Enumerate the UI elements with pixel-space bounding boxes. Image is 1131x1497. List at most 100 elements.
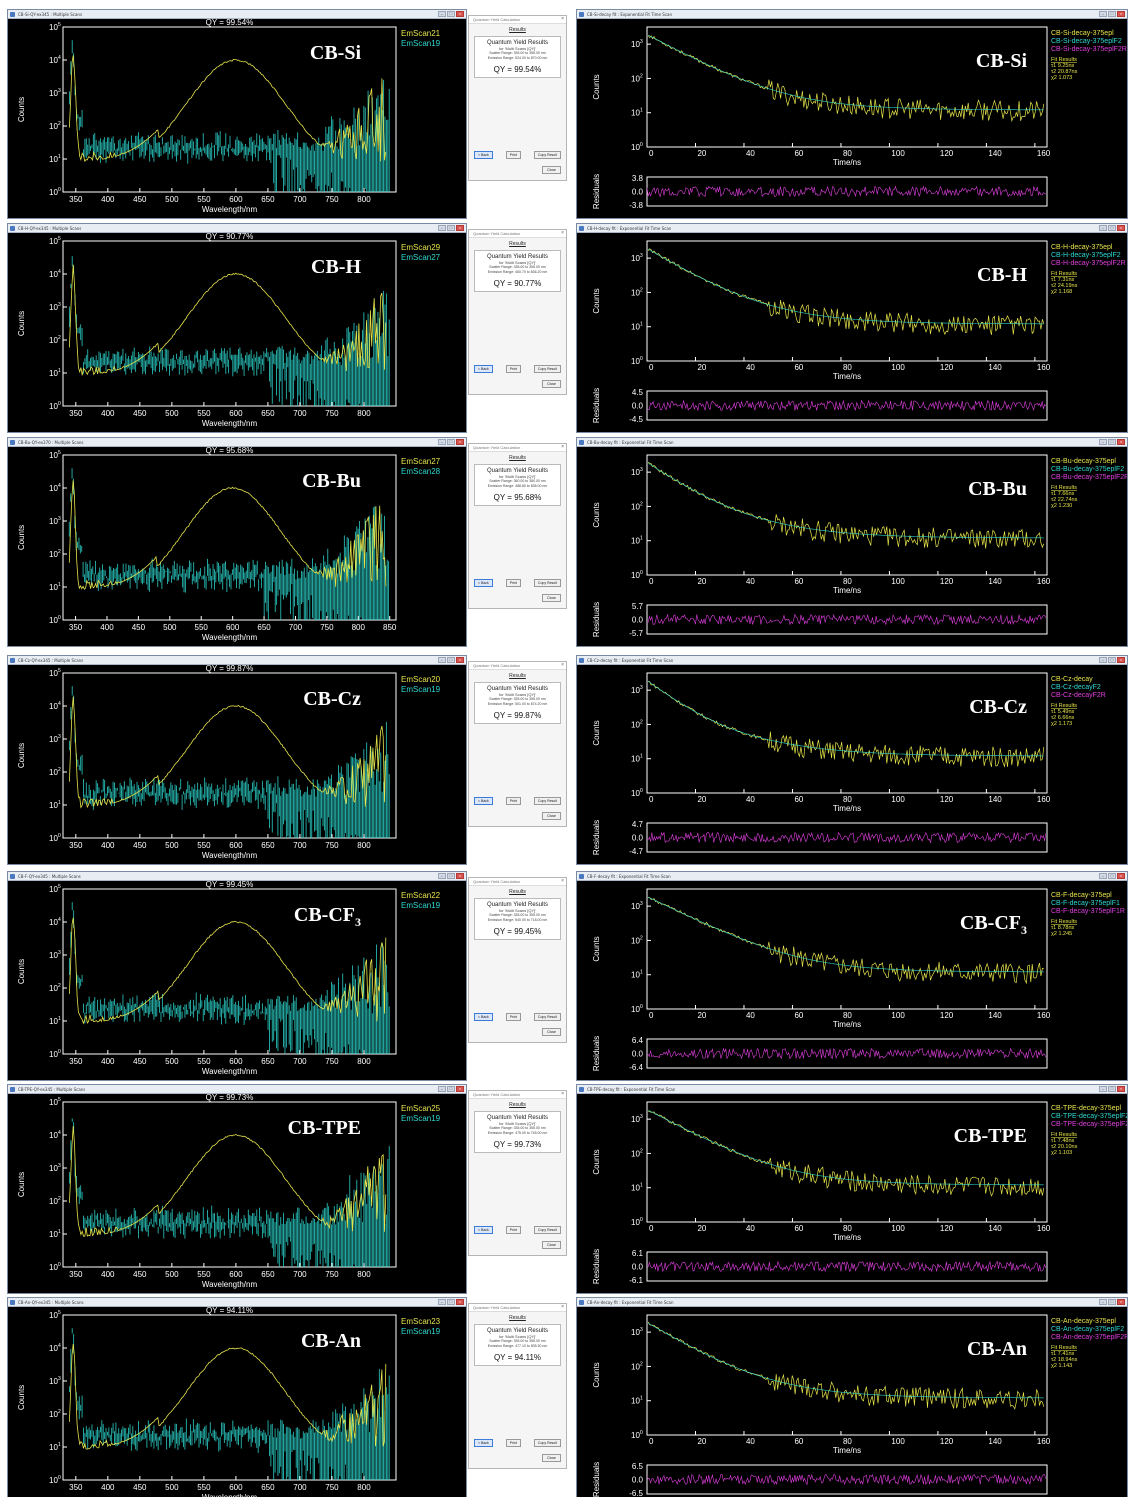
close-window-button[interactable]: × <box>1117 439 1125 445</box>
maximize-button[interactable]: □ <box>1108 657 1116 663</box>
close-window-button[interactable]: × <box>456 1086 464 1092</box>
em-y-tick-label: 10 <box>49 616 58 625</box>
decay-legend-entry: CB-Bu-decay-375eplF2 <box>1051 466 1124 473</box>
print-button[interactable]: Print <box>505 1013 521 1021</box>
em-y-tick-exp: 0 <box>58 401 61 407</box>
maximize-button[interactable]: □ <box>447 873 455 879</box>
window-controls: – □ × <box>438 225 464 231</box>
copy-result-button[interactable]: Copy Result <box>533 1013 561 1021</box>
minimize-button[interactable]: – <box>1099 1086 1107 1092</box>
back-button[interactable]: < Back <box>474 365 493 373</box>
close-window-button[interactable]: × <box>1117 1086 1125 1092</box>
back-button[interactable]: < Back <box>474 1439 493 1447</box>
app-icon <box>579 1300 584 1305</box>
close-window-button[interactable]: × <box>1117 873 1125 879</box>
dialog-close-icon[interactable]: × <box>561 878 564 884</box>
dialog-close-button[interactable]: Close <box>542 594 561 602</box>
minimize-button[interactable]: – <box>438 873 446 879</box>
copy-result-button[interactable]: Copy Result <box>533 151 561 159</box>
maximize-button[interactable]: □ <box>1108 439 1116 445</box>
minimize-button[interactable]: – <box>438 225 446 231</box>
qy-scan-window-titlebar: CB-An-QY-ex345 : Multiple Scans – □ × <box>8 1298 466 1307</box>
minimize-button[interactable]: – <box>438 11 446 17</box>
dialog-close-icon[interactable]: × <box>561 16 564 22</box>
close-window-button[interactable]: × <box>456 11 464 17</box>
dialog-close-button[interactable]: Close <box>542 812 561 820</box>
emission-range-text: Emission Range: 475.00 to 745.00 nm <box>487 1131 548 1135</box>
close-window-button[interactable]: × <box>456 873 464 879</box>
minimize-button[interactable]: – <box>438 439 446 445</box>
close-window-button[interactable]: × <box>1117 1299 1125 1305</box>
close-window-button[interactable]: × <box>1117 657 1125 663</box>
decay-x-tick-label: 20 <box>697 1011 706 1020</box>
minimize-button[interactable]: – <box>1099 439 1107 445</box>
print-button[interactable]: Print <box>505 797 521 805</box>
maximize-button[interactable]: □ <box>447 439 455 445</box>
back-button[interactable]: < Back <box>474 579 493 587</box>
decay-y-tick-exp: 1 <box>640 108 643 114</box>
print-button[interactable]: Print <box>505 1439 521 1447</box>
minimize-button[interactable]: – <box>438 657 446 663</box>
decay-y-tick-exp: 2 <box>640 1361 643 1367</box>
decay-y-axis-label: Counts <box>592 288 601 313</box>
maximize-button[interactable]: □ <box>1108 1299 1116 1305</box>
print-button[interactable]: Print <box>505 151 521 159</box>
dialog-buttons: < Back Print Copy Result <box>474 1013 561 1021</box>
back-button[interactable]: < Back <box>474 797 493 805</box>
dialog-close-button[interactable]: Close <box>542 166 561 174</box>
print-button[interactable]: Print <box>505 579 521 587</box>
em-y-tick-label: 10 <box>49 1050 58 1059</box>
close-window-button[interactable]: × <box>456 657 464 663</box>
dialog-close-icon[interactable]: × <box>561 1304 564 1310</box>
close-window-button[interactable]: × <box>1117 11 1125 17</box>
back-button[interactable]: < Back <box>474 1013 493 1021</box>
maximize-button[interactable]: □ <box>447 1086 455 1092</box>
copy-result-button[interactable]: Copy Result <box>533 365 561 373</box>
fit-result-value: τ2 20.87ns <box>1051 69 1078 75</box>
maximize-button[interactable]: □ <box>447 657 455 663</box>
dialog-close-button[interactable]: Close <box>542 1241 561 1249</box>
dialog-close-button[interactable]: Close <box>542 1028 561 1036</box>
print-button[interactable]: Print <box>505 365 521 373</box>
dialog-close-icon[interactable]: × <box>561 230 564 236</box>
print-button[interactable]: Print <box>505 1226 521 1234</box>
dialog-close-button[interactable]: Close <box>542 380 561 388</box>
decay-legend-entry: CB-An-decay-375epl <box>1051 1318 1116 1325</box>
em-x-tick-label: 650 <box>261 841 275 850</box>
minimize-button[interactable]: – <box>1099 11 1107 17</box>
minimize-button[interactable]: – <box>1099 657 1107 663</box>
copy-result-button[interactable]: Copy Result <box>533 1226 561 1234</box>
window-controls: – □ × <box>438 439 464 445</box>
close-window-button[interactable]: × <box>456 1299 464 1305</box>
dialog-close-icon[interactable]: × <box>561 662 564 668</box>
minimize-button[interactable]: – <box>1099 225 1107 231</box>
minimize-button[interactable]: – <box>438 1086 446 1092</box>
close-window-button[interactable]: × <box>456 225 464 231</box>
dialog-close-icon[interactable]: × <box>561 444 564 450</box>
maximize-button[interactable]: □ <box>447 11 455 17</box>
copy-result-button[interactable]: Copy Result <box>533 797 561 805</box>
copy-result-button[interactable]: Copy Result <box>533 1439 561 1447</box>
fit-result-value: τ1 7.48ns <box>1051 1138 1075 1144</box>
maximize-button[interactable]: □ <box>1108 225 1116 231</box>
decay-x-tick-label: 60 <box>794 363 803 372</box>
maximize-button[interactable]: □ <box>1108 873 1116 879</box>
copy-result-button[interactable]: Copy Result <box>533 579 561 587</box>
maximize-button[interactable]: □ <box>1108 1086 1116 1092</box>
em-x-tick-label: 750 <box>325 409 339 418</box>
maximize-button[interactable]: □ <box>1108 11 1116 17</box>
close-window-button[interactable]: × <box>456 439 464 445</box>
back-button[interactable]: < Back <box>474 151 493 159</box>
qy-scan-window-titlebar: CB-F-QY-ex345 : Multiple Scans – □ × <box>8 872 466 881</box>
decay-y-tick-label: 10 <box>631 40 640 49</box>
close-window-button[interactable]: × <box>1117 225 1125 231</box>
maximize-button[interactable]: □ <box>447 1299 455 1305</box>
minimize-button[interactable]: – <box>1099 1299 1107 1305</box>
app-icon <box>10 226 15 231</box>
dialog-close-icon[interactable]: × <box>561 1091 564 1097</box>
dialog-close-button[interactable]: Close <box>542 1454 561 1462</box>
back-button[interactable]: < Back <box>474 1226 493 1234</box>
minimize-button[interactable]: – <box>438 1299 446 1305</box>
minimize-button[interactable]: – <box>1099 873 1107 879</box>
maximize-button[interactable]: □ <box>447 225 455 231</box>
